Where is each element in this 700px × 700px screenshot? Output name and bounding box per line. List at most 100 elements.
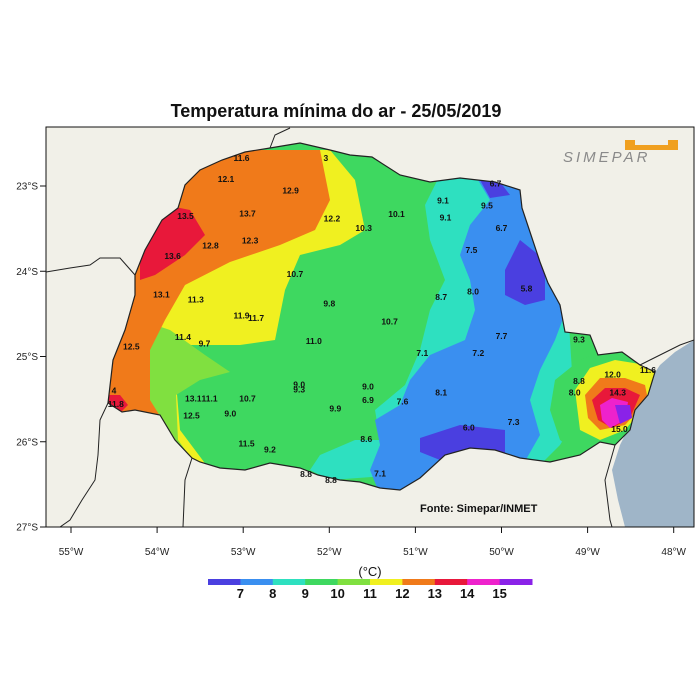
station-value: 15.0 xyxy=(611,424,628,434)
station-value: 8.0 xyxy=(467,287,479,297)
legend-swatch xyxy=(272,579,306,585)
legend-label: 8 xyxy=(269,586,276,601)
lat-tick-label: 23°S xyxy=(16,182,38,193)
station-value: 9.7 xyxy=(199,339,211,349)
lon-tick-label: 49°W xyxy=(575,547,600,558)
lat-tick-label: 27°S xyxy=(16,523,38,534)
station-value: 13.5 xyxy=(177,211,194,221)
legend-swatch xyxy=(305,579,339,585)
station-value: 9.1 xyxy=(440,213,452,223)
station-value: 12.3 xyxy=(242,236,259,246)
station-value: 10.7 xyxy=(239,393,256,403)
station-value: 3 xyxy=(324,153,329,163)
station-value: 4 xyxy=(112,386,117,396)
lon-tick-label: 52°W xyxy=(317,547,342,558)
station-value: 9.0 xyxy=(293,380,305,390)
station-values: 12.1 12.9 13.7 13.5 12.8 12.3 13.6 12.2 10.3 10.1… xyxy=(108,153,656,485)
source-label: Fonte: Simepar/INMET xyxy=(420,503,538,515)
legend-label: 14 xyxy=(460,586,475,601)
station-value: 8.0 xyxy=(569,387,581,397)
station-value: 13.6 xyxy=(164,251,181,261)
station-value: 10.7 xyxy=(381,317,398,327)
legend-label: 7 xyxy=(237,586,244,601)
station-value: 8.8 xyxy=(573,376,585,386)
station-value: 9.0 xyxy=(362,381,374,391)
legend-label: 13 xyxy=(428,586,442,601)
latitude-axis: 23°S 24°S 25°S 26°S 27°S xyxy=(16,182,46,534)
station-value: 8.8 xyxy=(325,475,337,485)
legend-swatch xyxy=(208,579,241,585)
station-value: 14.3 xyxy=(609,387,626,397)
station-value: 13.1 xyxy=(153,289,170,299)
station-value: 9.3 xyxy=(573,335,585,345)
lon-tick-label: 54°W xyxy=(145,547,170,558)
map-title: Temperatura mínima do ar - 25/05/2019 xyxy=(170,101,502,121)
station-value: 11.1 xyxy=(202,393,218,403)
map-frame xyxy=(45,126,695,528)
station-value: 11.0 xyxy=(306,336,322,346)
station-value: 11.9 xyxy=(233,311,249,321)
station-value: 12.9 xyxy=(282,185,299,195)
station-value: 7.7 xyxy=(496,331,508,341)
color-legend: (°C) 7 8 9 10 11 12 13 14 15 xyxy=(208,564,533,601)
legend-swatch xyxy=(240,579,274,585)
station-value: 9.3 xyxy=(293,385,305,395)
legend-swatch xyxy=(370,579,403,585)
station-value: 6.7 xyxy=(490,178,502,188)
legend-swatch xyxy=(499,579,533,585)
station-value: 11.5 xyxy=(239,439,255,449)
station-value: 12.1 xyxy=(218,174,235,184)
legend-label: 9 xyxy=(302,586,309,601)
field-band-7-east xyxy=(505,240,545,305)
station-value: 9.1 xyxy=(437,196,449,206)
ocean xyxy=(612,340,694,527)
station-value: 9.2 xyxy=(264,444,276,454)
station-value: 7.3 xyxy=(508,417,520,427)
station-value: 10.1 xyxy=(388,209,405,219)
temperature-field xyxy=(108,143,655,490)
legend-label: 12 xyxy=(395,586,409,601)
station-value: 13.1 xyxy=(185,393,202,403)
station-value: 11.4 xyxy=(175,332,191,342)
station-value: 8.6 xyxy=(360,434,372,444)
legend-label: 15 xyxy=(492,586,506,601)
station-value: 12.5 xyxy=(183,410,200,420)
simepar-logo-mark xyxy=(625,140,678,150)
lon-tick-label: 53°W xyxy=(231,547,256,558)
station-value: 6.7 xyxy=(496,223,508,233)
lon-tick-label: 48°W xyxy=(661,547,686,558)
legend-swatch xyxy=(467,579,501,585)
station-value: 10.3 xyxy=(355,223,372,233)
legend-swatch xyxy=(337,579,371,585)
station-value: 9.5 xyxy=(481,201,493,211)
legend-swatches xyxy=(208,579,533,585)
station-value: 9.9 xyxy=(329,404,341,414)
legend-unit: (°C) xyxy=(358,564,381,579)
legend-label: 11 xyxy=(363,586,377,601)
longitude-axis: 55°W 54°W 53°W 52°W 51°W 50°W 49°W 48°W xyxy=(59,527,687,558)
field-band-7-northeast xyxy=(480,180,510,198)
lon-tick-label: 51°W xyxy=(403,547,428,558)
station-value: 7.6 xyxy=(397,397,409,407)
field-band-14-southwest xyxy=(108,395,128,415)
station-value: 11.3 xyxy=(188,294,204,304)
station-value: 13.7 xyxy=(239,208,256,218)
station-value: 12.2 xyxy=(324,213,341,223)
station-value: 5.8 xyxy=(521,283,533,293)
simepar-logo: SIMEPAR xyxy=(563,140,678,166)
simepar-logo-text: SIMEPAR xyxy=(563,149,650,166)
station-value: 11.6 xyxy=(233,153,249,163)
lon-tick-label: 55°W xyxy=(59,547,84,558)
station-value: 6.0 xyxy=(463,422,475,432)
station-value: 9.8 xyxy=(323,299,335,309)
lat-tick-label: 26°S xyxy=(16,437,38,448)
station-value: 11.6 xyxy=(640,365,656,375)
station-value: 7.1 xyxy=(374,468,386,478)
parana-border xyxy=(107,142,656,491)
station-value: 12.5 xyxy=(123,341,140,351)
station-value: 7.5 xyxy=(465,245,477,255)
station-value: 12.0 xyxy=(604,369,621,379)
legend-swatch xyxy=(434,579,468,585)
station-value: 6.9 xyxy=(362,395,374,405)
